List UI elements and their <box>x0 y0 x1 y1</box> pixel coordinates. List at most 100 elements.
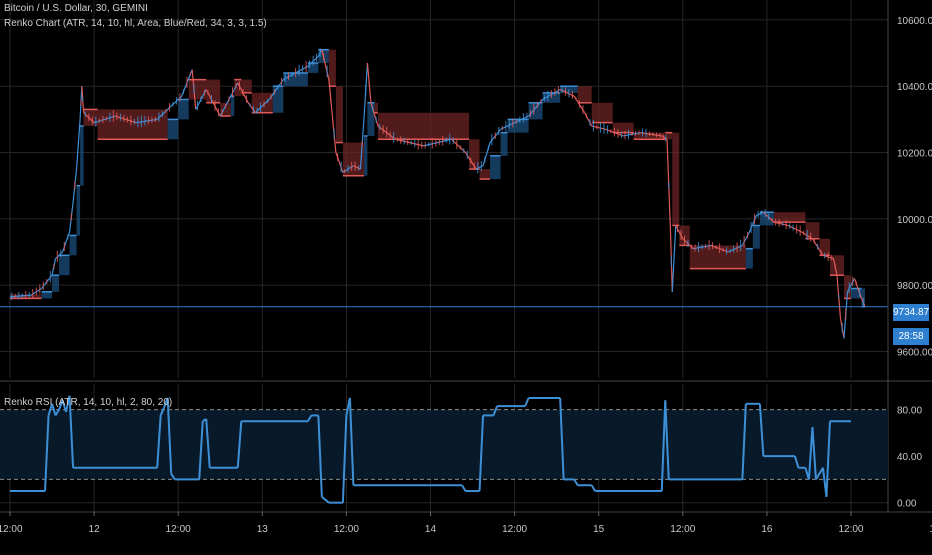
rsi-line-segment <box>660 400 667 492</box>
rsi-line-segment <box>492 405 499 416</box>
rsi-line-segment <box>205 418 211 468</box>
renko-brick <box>307 63 319 73</box>
price-line-segment <box>254 99 270 114</box>
price-axis-tick-label: 10000.00 <box>897 215 932 226</box>
renko-brick <box>861 288 865 307</box>
renko-brick <box>335 86 343 143</box>
time-axis-tick-label: 12:00 <box>334 524 359 535</box>
rsi-line-segment <box>44 415 50 492</box>
renko-brick <box>59 255 70 276</box>
price-line-segment <box>748 215 757 233</box>
renko-brick <box>367 102 375 136</box>
price-axis-tick-label: 9800.00 <box>897 281 932 292</box>
renko-brick <box>97 109 168 140</box>
price-line-segment <box>335 152 344 173</box>
price-line-segment <box>114 115 137 124</box>
time-axis-tick-label: 16 <box>761 524 773 535</box>
renko-brick <box>178 99 189 120</box>
renko-brick <box>843 275 851 299</box>
last-price-label: 9734.87 <box>893 304 929 321</box>
rsi-line-segment <box>478 415 485 492</box>
price-axis-tick-label: 9600.00 <box>897 347 932 358</box>
rsi-indicator-legend: Renko RSI (ATR, 14, 10, hl, 2, 80, 20) <box>4 397 173 408</box>
price-line-segment <box>741 231 750 246</box>
rsi-line-segment <box>590 484 597 492</box>
renko-brick <box>752 225 760 249</box>
renko-brick <box>633 132 666 140</box>
renko-brick <box>241 79 252 93</box>
time-axis-tick-label: 13 <box>257 524 269 535</box>
rsi-line-segment <box>348 397 355 486</box>
renko-brick <box>679 225 690 246</box>
renko-brick <box>689 245 746 269</box>
price-line-segment <box>451 138 466 153</box>
rsi-axis-tick-label: 80.00 <box>897 406 922 417</box>
price-line-segment <box>853 278 863 299</box>
renko-brick <box>469 139 480 170</box>
rsi-line-segment <box>58 399 64 410</box>
rsi-line-segment <box>741 403 747 480</box>
rsi-line-segment <box>236 421 243 468</box>
rsi-axis-tick-label: 40.00 <box>897 452 922 463</box>
renko-brick <box>80 126 84 186</box>
rsi-line-segment <box>811 426 817 480</box>
time-axis-tick-label: 12:00 <box>166 524 191 535</box>
price-line-segment <box>846 278 856 293</box>
renko-brick <box>41 291 53 299</box>
rsi-line-segment <box>306 414 313 422</box>
renko-brick <box>759 212 774 226</box>
price-line-segment <box>787 224 803 233</box>
countdown-label: 28:58 <box>893 328 929 345</box>
price-line-segment <box>559 88 575 97</box>
renko-brick <box>819 238 830 256</box>
time-axis-tick-label: 14 <box>425 524 437 535</box>
rsi-line-segment <box>159 406 166 416</box>
renko-brick <box>69 235 77 256</box>
renko-brick <box>234 79 242 97</box>
renko-brick <box>52 275 60 292</box>
price-line-segment <box>156 105 172 120</box>
time-axis-tick-label: 17 <box>930 524 932 535</box>
rsi-axis-tick-label: 0.00 <box>897 499 917 510</box>
renko-brick <box>220 102 231 117</box>
price-line-segment <box>395 138 424 147</box>
renko-brick <box>850 288 862 299</box>
price-line-segment <box>500 122 515 130</box>
rsi-line-segment <box>317 415 323 497</box>
renko-brick <box>230 96 235 117</box>
price-line-segment <box>55 251 63 260</box>
renko-brick <box>272 86 284 113</box>
price-line-segment <box>475 165 484 170</box>
renko-brick <box>500 132 508 156</box>
price-axis-tick-label: 10200.00 <box>897 149 932 160</box>
time-axis-tick-label: 12 <box>89 524 101 535</box>
price-axis-tick-label: 10600.00 <box>897 16 932 27</box>
price-line-segment <box>640 132 662 137</box>
price-line-segment <box>773 221 789 227</box>
rsi-line-segment <box>573 478 579 486</box>
rsi-line-segment <box>341 415 348 503</box>
renko-brick <box>328 49 336 87</box>
rsi-line-segment <box>54 409 60 416</box>
rsi-line-segment <box>170 473 176 480</box>
rsi-line-segment <box>198 421 204 480</box>
time-axis-tick-label: 12:00 <box>838 524 863 535</box>
renko-brick <box>490 155 501 180</box>
renko-brick <box>188 79 207 100</box>
rsi-line-segment <box>664 400 670 480</box>
price-line-segment <box>247 102 256 114</box>
price-line-segment <box>584 112 593 127</box>
price-line-segment <box>370 102 379 127</box>
rsi-line-segment <box>524 397 530 407</box>
price-line-segment <box>482 142 491 166</box>
time-axis-tick-label: 12:00 <box>670 524 695 535</box>
renko-brick <box>805 222 820 239</box>
rsi-line-segment <box>68 395 75 468</box>
rsi-line-segment <box>47 403 54 416</box>
price-line-segment <box>268 79 284 100</box>
rsi-line-segment <box>807 426 814 480</box>
price-line-segment <box>756 211 764 217</box>
price-line-segment <box>353 165 361 170</box>
